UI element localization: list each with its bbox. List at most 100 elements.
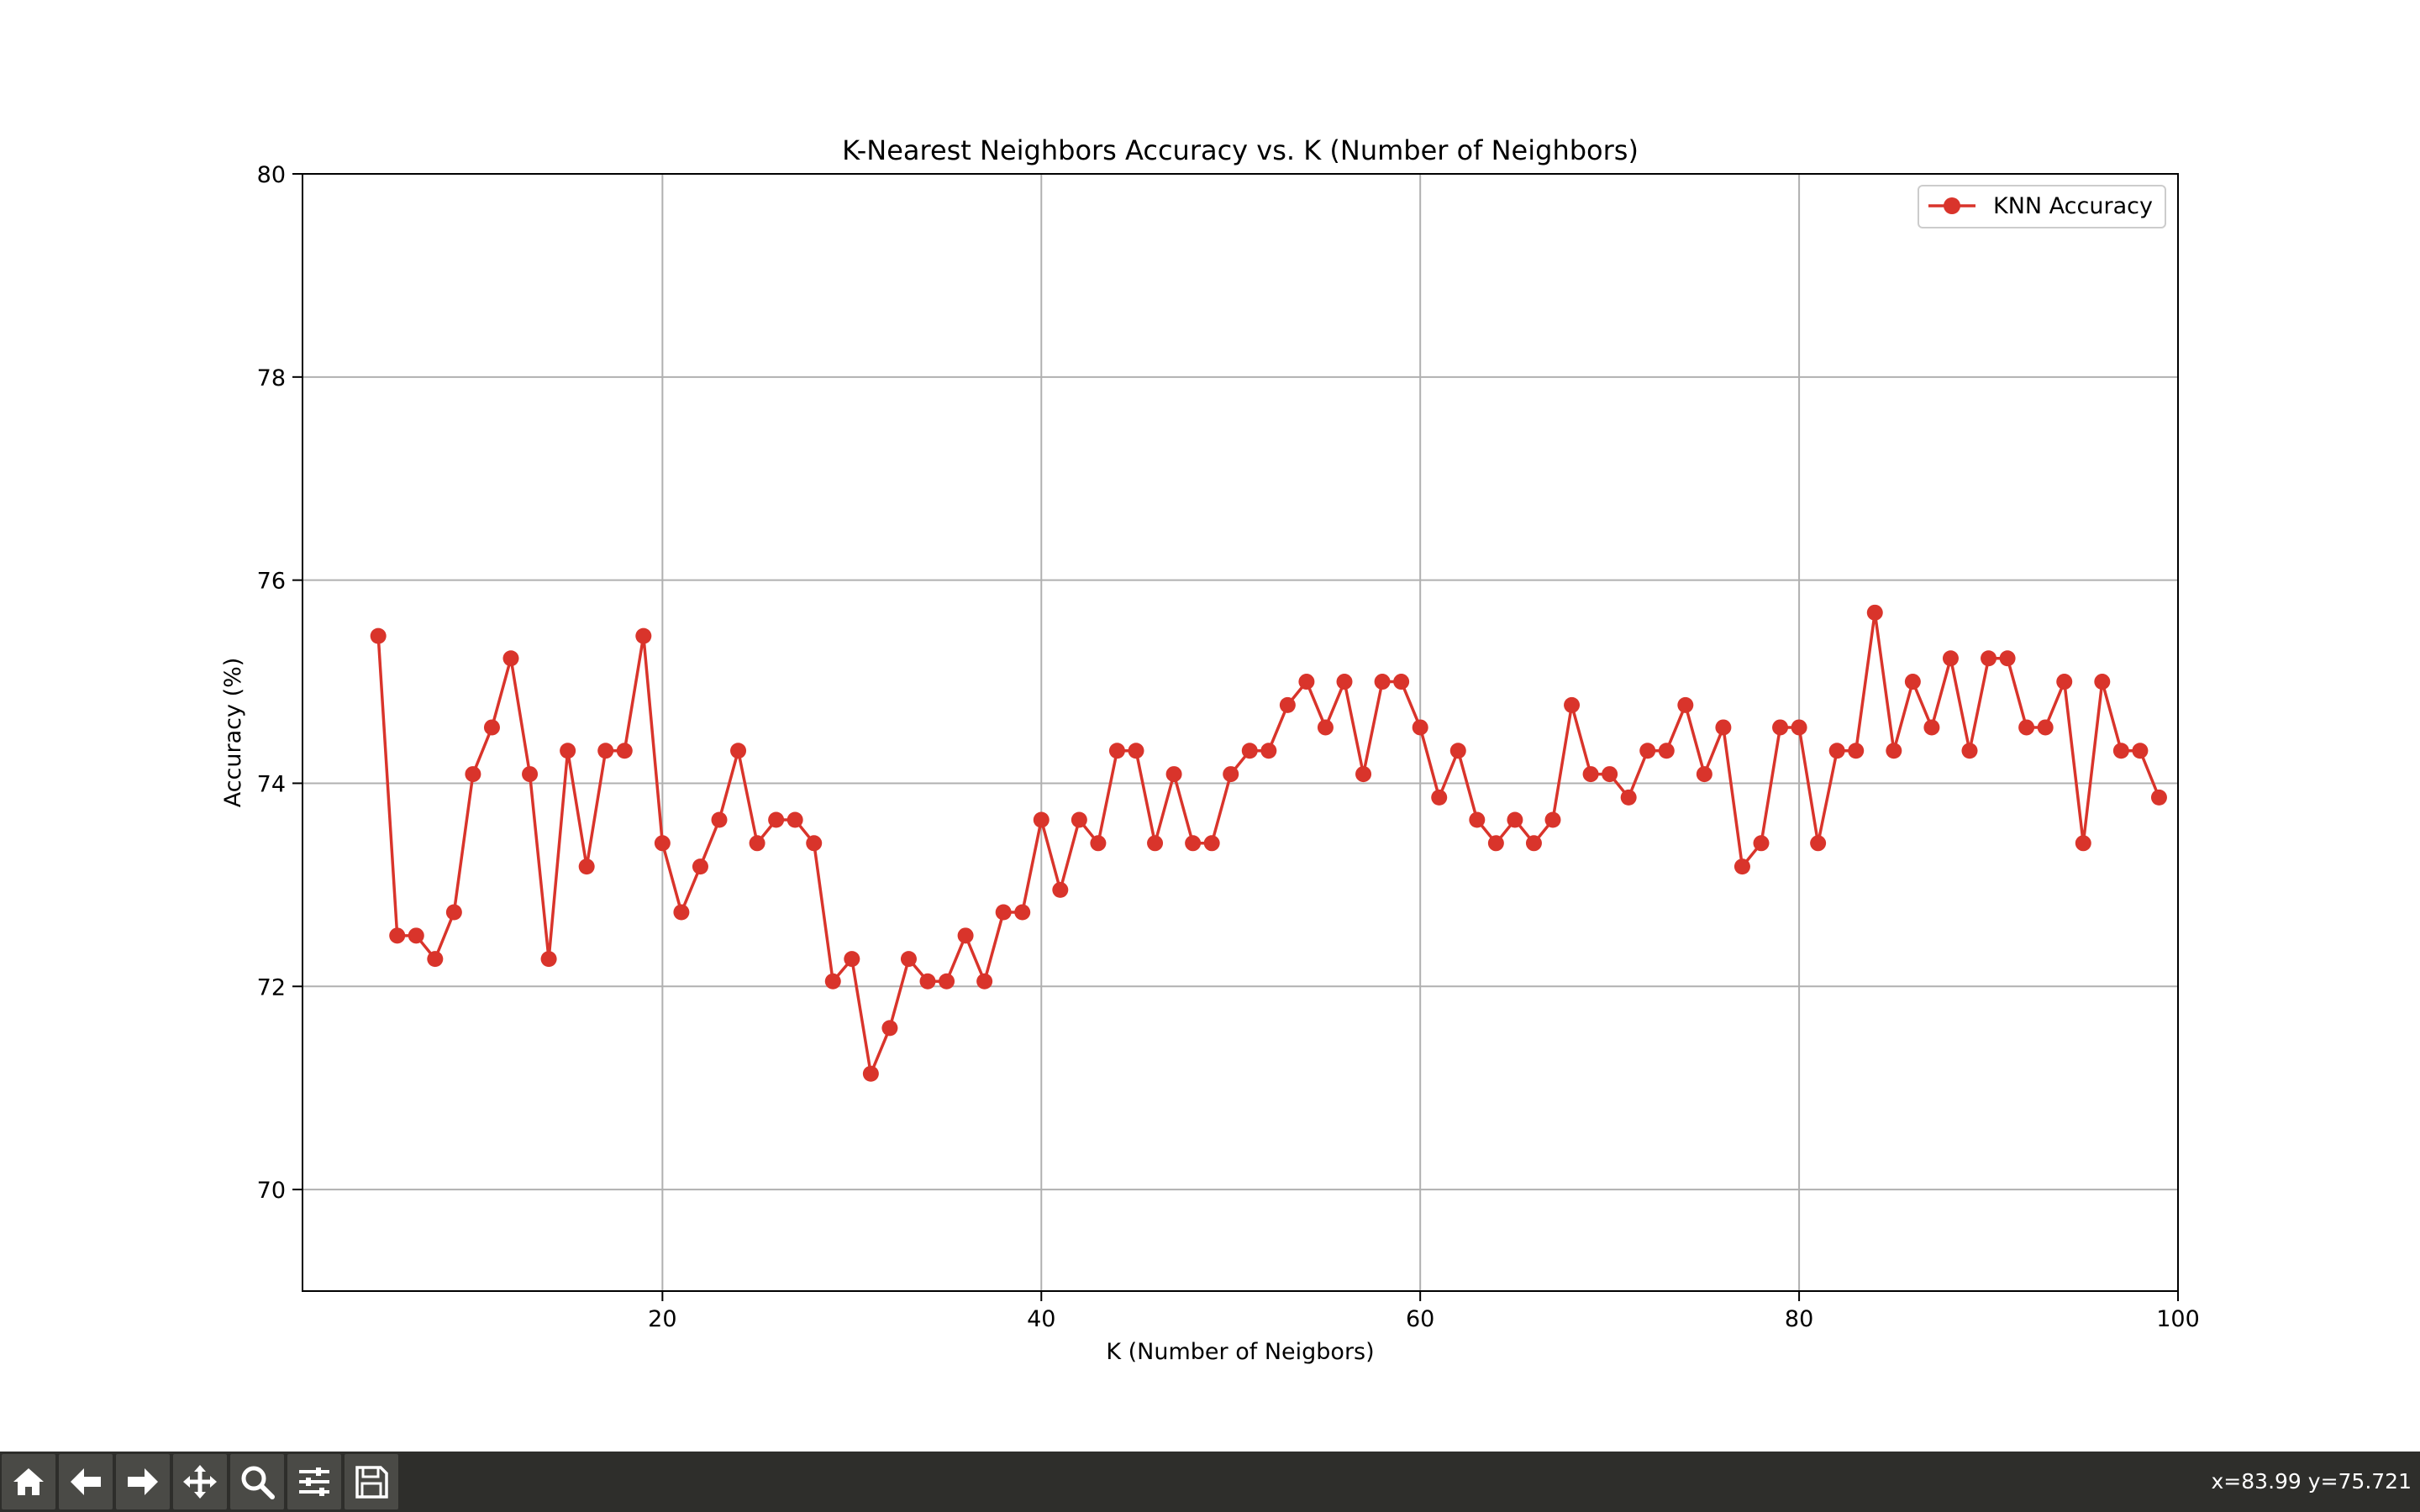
data-point bbox=[2075, 835, 2091, 852]
y-axis-ticks: 70 72 74 76 78 80 bbox=[257, 162, 302, 1204]
data-point bbox=[1866, 604, 1883, 621]
data-point bbox=[1942, 650, 1959, 667]
series-line bbox=[376, 611, 2161, 1076]
data-point bbox=[427, 951, 444, 968]
data-point bbox=[502, 650, 519, 667]
data-point bbox=[1923, 719, 1940, 736]
data-point bbox=[1336, 674, 1353, 690]
home-button[interactable] bbox=[2, 1454, 55, 1509]
data-point bbox=[806, 835, 823, 852]
legend-box bbox=[1918, 185, 2166, 228]
data-point bbox=[1449, 743, 1466, 759]
data-point bbox=[768, 811, 785, 828]
data-point bbox=[1733, 858, 1750, 875]
data-point bbox=[1715, 719, 1732, 736]
x-tick-label: 100 bbox=[2156, 1306, 2200, 1332]
series-knn-accuracy bbox=[370, 604, 2167, 1082]
data-point bbox=[1014, 904, 1031, 921]
pan-icon bbox=[183, 1465, 217, 1499]
data-point bbox=[1961, 743, 1978, 759]
x-tick-label: 40 bbox=[1027, 1306, 1055, 1332]
data-point bbox=[1999, 650, 2016, 667]
data-point bbox=[1393, 674, 1410, 690]
y-tick-label: 74 bbox=[257, 771, 286, 797]
data-point bbox=[1147, 835, 1164, 852]
data-point bbox=[483, 719, 500, 736]
y-tick-label: 76 bbox=[257, 569, 286, 595]
legend-marker-sample bbox=[1944, 197, 1960, 214]
data-point bbox=[692, 858, 708, 875]
data-point bbox=[2112, 743, 2129, 759]
data-point bbox=[2056, 674, 2073, 690]
data-point bbox=[939, 973, 955, 990]
data-point bbox=[1696, 766, 1712, 783]
data-point bbox=[370, 627, 387, 644]
data-point bbox=[1507, 811, 1523, 828]
data-point bbox=[1620, 789, 1637, 806]
data-point bbox=[1772, 719, 1789, 736]
axes-frame bbox=[302, 173, 2179, 1292]
zoom-button[interactable] bbox=[230, 1454, 284, 1509]
data-point bbox=[2094, 674, 2111, 690]
data-point bbox=[786, 811, 803, 828]
data-point bbox=[408, 927, 424, 944]
data-point bbox=[844, 951, 860, 968]
x-tick-label: 80 bbox=[1785, 1306, 1813, 1332]
data-point bbox=[1469, 811, 1486, 828]
data-point bbox=[1848, 743, 1865, 759]
data-point bbox=[730, 743, 747, 759]
configure-subplots-button[interactable] bbox=[287, 1454, 341, 1509]
data-point bbox=[1279, 696, 1296, 713]
zoom-icon bbox=[241, 1466, 275, 1499]
data-point bbox=[900, 951, 917, 968]
y-tick-label: 72 bbox=[257, 974, 286, 1000]
data-point bbox=[1052, 881, 1069, 898]
data-point bbox=[957, 927, 974, 944]
data-point bbox=[1165, 766, 1182, 783]
data-point bbox=[1033, 811, 1050, 828]
data-point bbox=[749, 835, 765, 852]
data-point bbox=[1810, 835, 1827, 852]
cursor-coordinate-readout: x=83.99 y=75.721 bbox=[2211, 1469, 2412, 1494]
data-point bbox=[1412, 719, 1428, 736]
data-point bbox=[881, 1020, 898, 1037]
y-axis-label: Accuracy (%) bbox=[220, 658, 246, 808]
data-point bbox=[1753, 835, 1770, 852]
data-point bbox=[2150, 789, 2167, 806]
data-point bbox=[1203, 835, 1220, 852]
x-tick-label: 60 bbox=[1406, 1306, 1434, 1332]
y-tick-label: 70 bbox=[257, 1178, 286, 1204]
data-point bbox=[824, 973, 841, 990]
data-point bbox=[540, 951, 557, 968]
legend-label: KNN Accuracy bbox=[1993, 193, 2153, 219]
data-point bbox=[1298, 674, 1315, 690]
data-point bbox=[654, 835, 671, 852]
data-point bbox=[578, 858, 595, 875]
home-icon bbox=[13, 1468, 44, 1495]
data-point bbox=[1071, 811, 1087, 828]
plot-area[interactable]: 20 40 60 80 100 70 72 74 76 78 80 K-Nearest Neigh… bbox=[0, 0, 2420, 1452]
x-tick-label: 20 bbox=[648, 1306, 676, 1332]
data-point bbox=[862, 1065, 879, 1082]
data-point bbox=[1241, 743, 1258, 759]
data-point bbox=[1374, 674, 1391, 690]
y-tick-label: 80 bbox=[257, 162, 286, 188]
data-point bbox=[673, 904, 690, 921]
save-button[interactable] bbox=[345, 1454, 398, 1509]
x-axis-ticks: 20 40 60 80 100 bbox=[648, 1291, 2200, 1332]
data-point bbox=[1317, 719, 1334, 736]
data-point bbox=[1108, 743, 1125, 759]
figure-canvas[interactable]: 20 40 60 80 100 70 72 74 76 78 80 K-Nearest Neigh… bbox=[0, 0, 2420, 1452]
data-point bbox=[1487, 835, 1504, 852]
data-point bbox=[711, 811, 728, 828]
data-point bbox=[1431, 789, 1448, 806]
data-point bbox=[1525, 835, 1542, 852]
data-point bbox=[1090, 835, 1107, 852]
back-button[interactable] bbox=[59, 1454, 113, 1509]
y-tick-label: 78 bbox=[257, 365, 286, 391]
data-point bbox=[919, 973, 936, 990]
legend: KNN Accuracy bbox=[1918, 185, 2166, 228]
pan-button[interactable] bbox=[173, 1454, 227, 1509]
data-point bbox=[1128, 743, 1144, 759]
forward-button[interactable] bbox=[116, 1454, 170, 1509]
